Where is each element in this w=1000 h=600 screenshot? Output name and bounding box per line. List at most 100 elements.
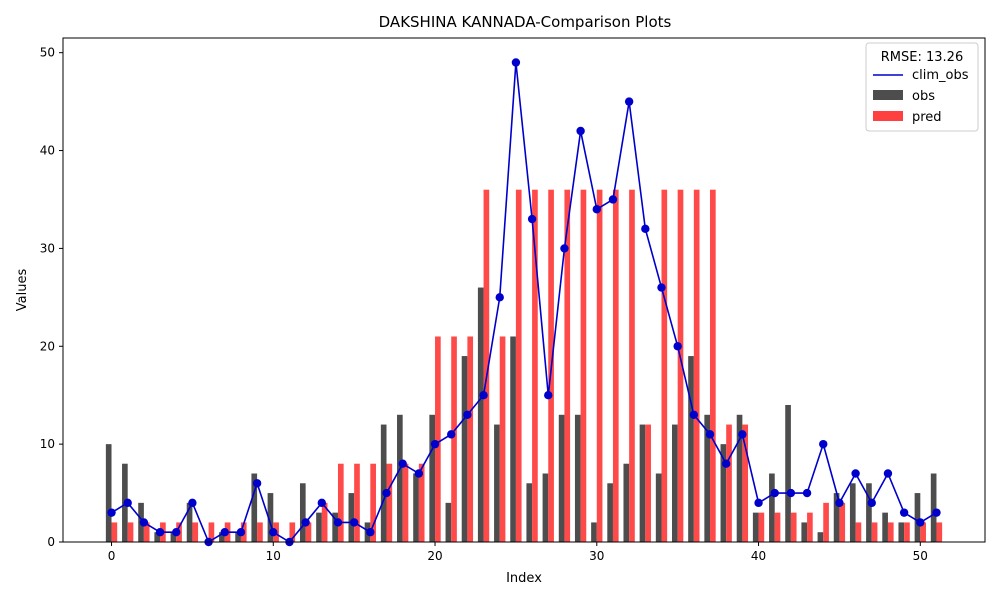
bar-obs-27 [542,473,549,542]
bar-pred-35 [677,189,684,542]
bar-obs-12 [299,483,306,542]
point-clim_obs-27 [544,391,553,400]
bar-obs-43 [801,522,808,542]
bar-obs-37 [704,414,711,542]
bar-pred-18 [402,463,409,542]
point-clim_obs-51 [932,508,941,517]
bar-pred-30 [596,189,603,542]
bar-pred-37 [710,189,716,542]
point-clim_obs-7 [220,528,229,537]
y-tick-label-0: 0 [47,535,55,549]
bar-pred-48 [887,522,894,542]
bar-pred-45 [839,502,846,542]
point-clim_obs-14 [333,518,343,527]
x-tick-label-0: 0 [108,549,116,563]
point-clim_obs-24 [495,293,504,302]
point-clim_obs-5 [188,498,197,508]
bar-obs-51 [930,473,937,542]
point-clim_obs-31 [608,195,618,204]
bar-pred-36 [693,189,700,542]
bar-pred-42 [790,512,797,542]
bar-obs-42 [785,404,791,542]
x-tick-label-50: 50 [913,549,928,563]
bar-obs-14 [332,512,338,542]
bar-pred-25 [515,189,522,542]
point-clim_obs-44 [819,439,828,449]
bar-pred-31 [612,189,619,542]
y-tick-label-10: 10 [40,437,55,451]
point-clim_obs-45 [835,498,844,508]
bar-pred-21 [451,336,457,542]
y-axis: 0 10 20 30 40 50 [40,46,63,549]
point-clim_obs-12 [301,518,310,527]
plot-frame [62,37,986,543]
bar-pred-50 [920,522,926,542]
point-clim_obs-38 [721,459,731,468]
bar-pred-11 [289,522,296,542]
point-clim_obs-0 [107,508,116,517]
bar-pred-2 [143,522,150,542]
point-clim_obs-20 [430,439,440,449]
point-clim_obs-48 [883,469,893,478]
bar-obs-50 [914,493,921,542]
bar-obs-0 [105,444,112,542]
bar-pred-38 [726,424,732,542]
bar-obs-34 [655,473,662,542]
point-clim_obs-21 [447,430,456,439]
line-layer [107,58,941,547]
bar-obs-10 [267,493,274,542]
bar-obs-32 [623,463,630,542]
point-clim_obs-8 [236,528,246,537]
y-tick-label-20: 20 [40,339,55,353]
point-clim_obs-30 [592,205,601,214]
point-clim_obs-18 [398,459,407,468]
bar-obs-47 [866,483,872,542]
bar-pred-43 [807,512,813,542]
bar-obs-35 [672,424,678,542]
bar-obs-28 [558,414,565,542]
bar-obs-7 [219,532,225,542]
bar-obs-3 [154,532,161,542]
point-clim_obs-10 [269,528,278,537]
x-axis-label: Index [506,571,542,586]
bar-pred-39 [742,424,749,542]
point-clim_obs-26 [527,214,537,224]
bar-obs-40 [752,512,759,542]
bar-pred-22 [467,336,474,542]
bar-pred-19 [418,463,425,542]
bar-obs-49 [898,522,905,542]
x-axis: 0 10 20 30 40 50 [108,542,928,563]
point-clim_obs-41 [770,488,779,498]
bar-pred-44 [823,502,829,542]
bar-pred-17 [386,463,393,542]
bar-pred-14 [337,463,344,542]
point-clim_obs-13 [317,498,327,508]
bar-obs-24 [494,424,500,542]
legend-label-pred: pred [912,110,942,125]
point-clim_obs-47 [867,498,876,508]
point-clim_obs-23 [479,391,488,400]
point-clim_obs-43 [802,488,812,498]
bar-pred-40 [758,512,765,542]
bar-obs-48 [882,512,888,542]
bar-pred-28 [564,189,571,542]
point-clim_obs-29 [576,126,585,136]
point-clim_obs-32 [624,97,634,106]
point-clim_obs-2 [139,518,149,527]
bar-pred-1 [127,522,134,542]
point-clim_obs-19 [414,469,424,478]
bar-pred-24 [499,336,506,542]
bar-obs-15 [348,493,355,542]
bar-obs-21 [445,502,452,542]
bar-pred-46 [855,522,862,542]
bar-obs-26 [526,483,533,542]
bar-obs-9 [251,473,258,542]
bar-obs-41 [769,473,775,542]
bar-obs-22 [461,356,468,542]
chart-title: DAKSHINA KANNADA-Comparison Plots [379,13,672,31]
bar-obs-5 [186,502,193,542]
point-clim_obs-9 [252,479,262,488]
bar-pred-49 [904,522,910,542]
bar-pred-16 [370,463,376,542]
bar-pred-9 [257,522,263,542]
